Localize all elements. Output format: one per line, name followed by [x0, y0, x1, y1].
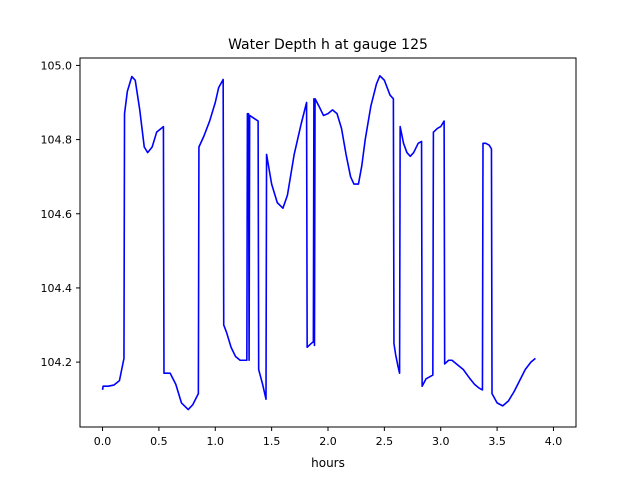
x-tick-label: 0.5 [150, 435, 168, 448]
x-axis-label: hours [311, 456, 345, 470]
x-tick-label: 2.0 [319, 435, 337, 448]
x-tick-label: 0.0 [94, 435, 112, 448]
x-tick-label: 2.5 [376, 435, 394, 448]
plot-area [101, 75, 536, 411]
x-tick-label: 1.0 [207, 435, 225, 448]
y-tick-label: 104.4 [41, 282, 73, 295]
y-tick-label: 105.0 [41, 59, 73, 72]
x-axis: 0.0 0.5 1.0 1.5 2.0 2.5 3.0 3.5 4.0 [94, 427, 562, 448]
y-tick-label: 104.2 [41, 356, 73, 369]
x-tick-label: 3.5 [488, 435, 506, 448]
x-tick-label: 3.0 [432, 435, 450, 448]
y-tick-label: 104.6 [41, 208, 73, 221]
y-axis: 104.2 104.4 104.6 104.8 105.0 [41, 59, 80, 369]
plot-frame [79, 57, 577, 428]
series-line [101, 75, 536, 411]
chart-title: Water Depth h at gauge 125 [228, 37, 428, 53]
y-tick-label: 104.8 [41, 134, 73, 147]
x-tick-label: 1.5 [263, 435, 281, 448]
x-tick-label: 4.0 [545, 435, 563, 448]
